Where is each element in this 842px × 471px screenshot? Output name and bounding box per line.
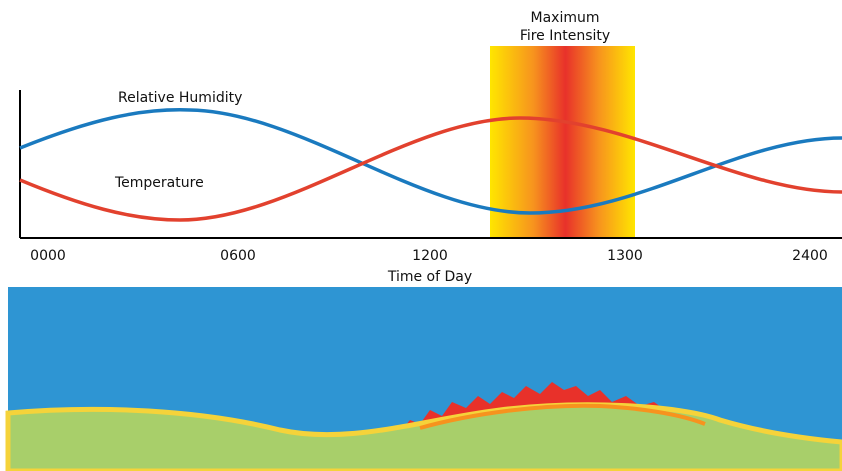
temperature-label: Temperature	[114, 175, 204, 191]
title-line: Fire Intensity	[520, 28, 610, 44]
x-axis-label: Time of Day	[387, 269, 472, 285]
humidity-label: Relative Humidity	[118, 90, 242, 106]
title-line: Maximum	[531, 10, 600, 26]
fire-band	[490, 46, 635, 238]
x-tick-label: 0600	[220, 248, 256, 264]
x-tick-label: 1300	[607, 248, 643, 264]
x-tick-label: 1200	[412, 248, 448, 264]
temperature-curve	[19, 116, 842, 222]
fire-edge	[419, 403, 706, 430]
humidity-curve	[19, 108, 842, 215]
x-tick-label: 0000	[30, 248, 66, 264]
x-tick-label: 2400	[792, 248, 828, 264]
